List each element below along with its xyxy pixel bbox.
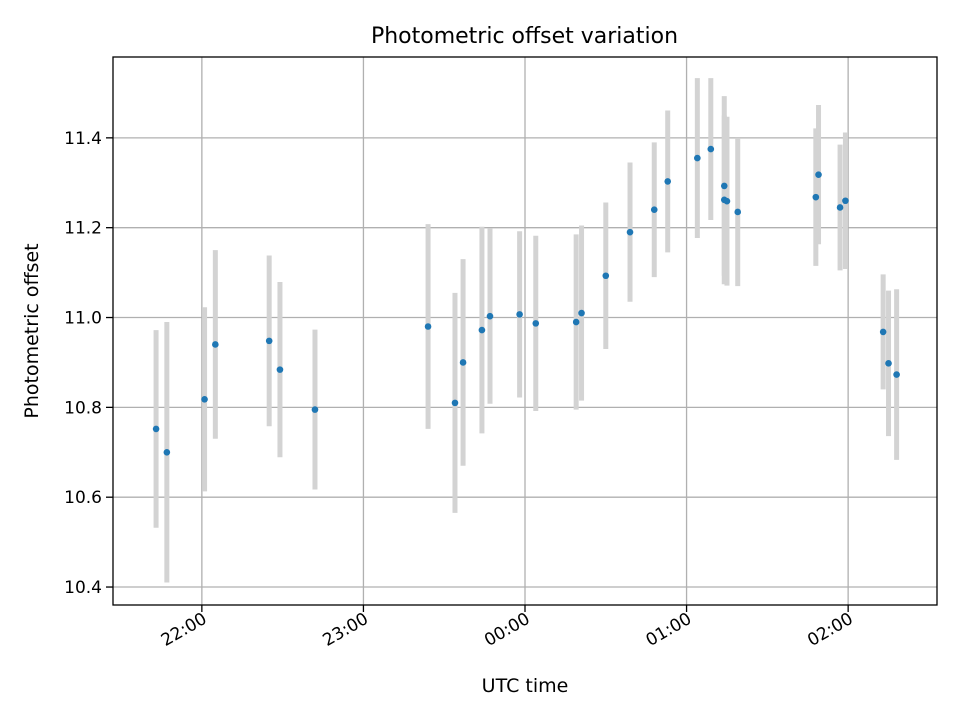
x-tick-label: 01:00: [643, 609, 695, 651]
data-point: [602, 272, 610, 280]
data-point: [694, 154, 701, 162]
data-point: [885, 360, 892, 367]
data-point: [311, 406, 319, 413]
data-point: [163, 448, 171, 456]
y-tick-label: 10.8: [64, 398, 102, 418]
data-point: [478, 326, 486, 334]
data-points: [152, 145, 900, 456]
data-point: [152, 425, 160, 433]
y-tick-label: 11.0: [64, 309, 102, 329]
data-point: [276, 366, 284, 373]
x-tick-label: 23:00: [319, 609, 371, 651]
data-point: [201, 395, 208, 403]
error-bars: [153, 78, 900, 583]
grid: [113, 57, 937, 605]
data-point: [664, 178, 672, 185]
chart-title: Photometric offset variation: [371, 24, 678, 49]
x-tick-label: 02:00: [804, 609, 856, 651]
data-point: [572, 318, 580, 326]
data-point: [734, 208, 742, 216]
y-axis-label: Photometric offset: [21, 243, 43, 418]
x-tick-label: 00:00: [481, 609, 533, 651]
data-point: [516, 311, 523, 318]
data-point: [893, 371, 900, 378]
data-point: [451, 399, 459, 407]
y-axis-ticks: 10.4 10.6 10.8 11.0 11.2 11.4: [64, 129, 113, 598]
data-point: [812, 193, 820, 201]
data-point: [815, 171, 822, 178]
data-point: [707, 145, 715, 153]
data-point: [459, 359, 467, 366]
data-point: [879, 328, 887, 336]
data-point: [842, 197, 849, 205]
data-point: [486, 312, 494, 320]
data-point: [265, 337, 273, 345]
y-tick-label: 10.4: [64, 578, 102, 598]
data-point: [836, 204, 844, 211]
y-tick-label: 11.4: [64, 129, 102, 149]
data-point: [720, 182, 728, 190]
data-point: [650, 206, 658, 214]
y-tick-label: 10.6: [64, 488, 102, 508]
x-tick-label: 22:00: [158, 609, 210, 651]
data-point: [424, 323, 432, 330]
data-point: [532, 320, 540, 327]
data-point: [626, 228, 634, 236]
data-point: [578, 309, 585, 317]
x-axis-ticks: 22:00 23:00 00:00 01:00 02:00: [158, 605, 857, 651]
x-axis-label: UTC time: [482, 675, 569, 697]
y-tick-label: 11.2: [64, 219, 102, 239]
data-point: [212, 341, 219, 348]
data-point: [723, 197, 731, 205]
